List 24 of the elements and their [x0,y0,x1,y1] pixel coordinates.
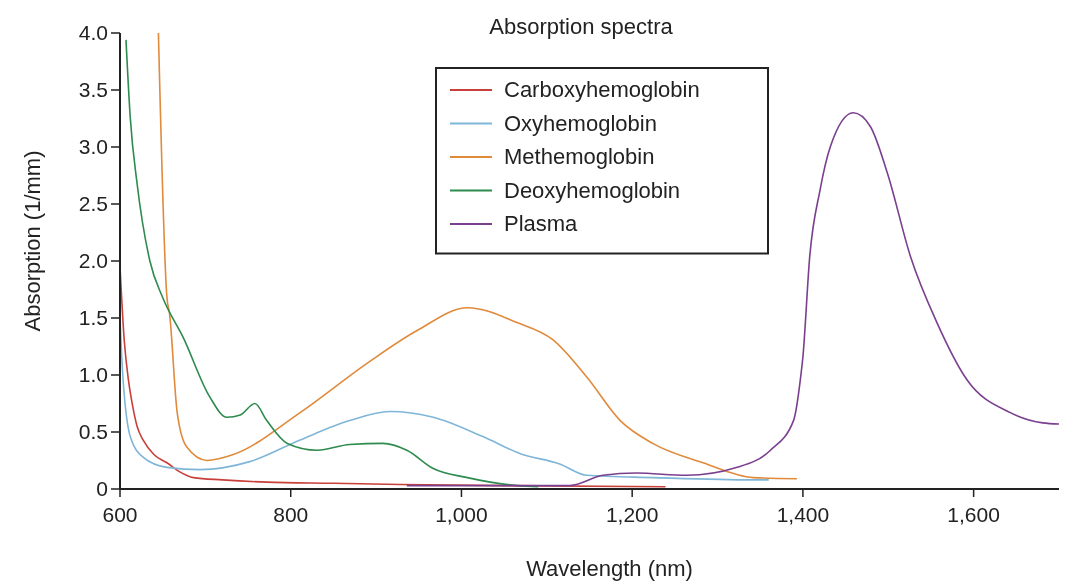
y-tick-label: 0.5 [78,420,108,443]
y-tick-label: 1.0 [78,363,108,386]
x-tick-label: 1,000 [435,503,488,526]
y-tick-label: 3.0 [78,135,108,158]
y-tick-label: 3.5 [78,78,108,101]
x-tick-label: 600 [102,503,138,526]
y-tick-label: 2.5 [78,192,108,215]
x-tick-label: 1,200 [605,503,659,526]
line-series [406,112,1060,487]
x-axis-title: Wavelength (nm) [526,556,693,581]
y-tick-label: 2.0 [78,249,108,272]
legend-label: Plasma [504,211,579,236]
x-tick-label: 1,600 [947,503,1000,526]
chart-title: Absorption spectra [489,14,674,39]
y-axis-title: Absorption (1/mm) [20,150,45,332]
legend-label: Methemoglobin [504,144,655,169]
x-tick-label: 1,400 [776,503,830,526]
legend-label: Deoxyhemoglobin [504,177,681,203]
y-tick-label: 1.5 [78,306,108,329]
y-tick-label: 4.0 [78,21,108,44]
y-tick-label: 0 [96,477,108,500]
legend-label: Oxyhemoglobin [504,110,657,136]
x-tick-label: 800 [273,503,309,526]
legend-label: Carboxyhemoglobin [504,77,700,102]
